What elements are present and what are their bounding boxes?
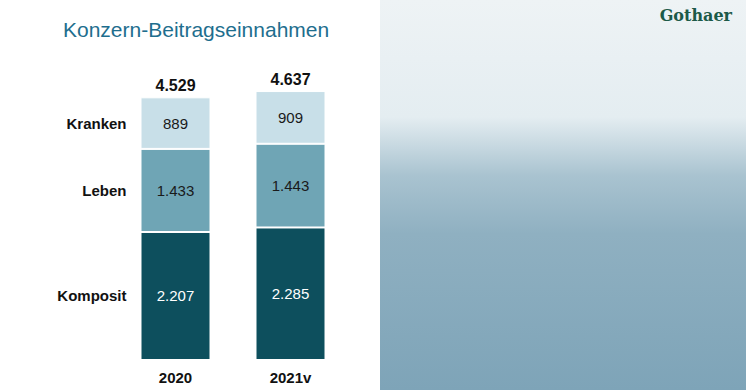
svg-text:Leben: Leben [82, 182, 126, 199]
svg-text:Kranken: Kranken [66, 115, 126, 132]
html-text:Gothaer: Gothaer [659, 6, 732, 25]
svg-text:1.433: 1.433 [157, 182, 195, 199]
svg-text:889: 889 [163, 115, 188, 132]
svg-text:Komposit: Komposit [57, 287, 126, 304]
svg-text:2.285: 2.285 [272, 285, 310, 302]
svg-text:Konzern-Beitragseinnahmen: Konzern-Beitragseinnahmen [63, 18, 329, 41]
svg-text:2.207: 2.207 [157, 287, 195, 304]
svg-text:2020: 2020 [159, 369, 192, 386]
svg-text:1.443: 1.443 [272, 177, 310, 194]
svg-text:4.529: 4.529 [155, 77, 195, 94]
svg-text:4.637: 4.637 [270, 71, 310, 88]
svg-text:2021v: 2021v [270, 369, 312, 386]
svg-text:909: 909 [278, 109, 303, 126]
